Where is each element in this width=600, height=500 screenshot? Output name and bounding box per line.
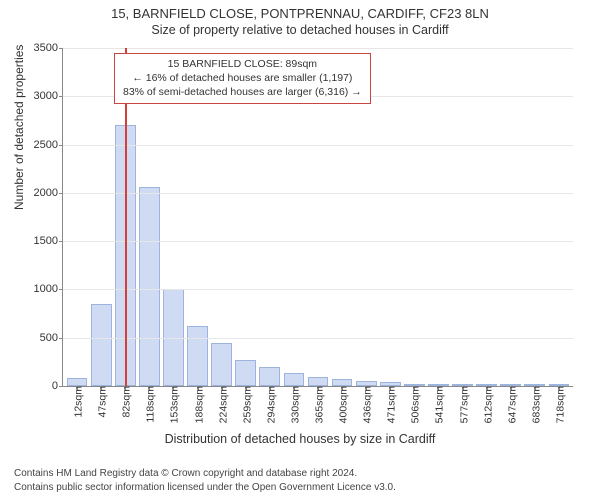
histogram-bar xyxy=(332,379,353,386)
gridline xyxy=(63,289,573,290)
page-title: 15, BARNFIELD CLOSE, PONTPRENNAU, CARDIF… xyxy=(0,0,600,21)
gridline xyxy=(63,193,573,194)
xtick-label: 647sqm xyxy=(503,386,518,423)
xtick-label: 118sqm xyxy=(142,386,157,423)
ytick-label: 3000 xyxy=(34,90,63,102)
ytick-label: 1000 xyxy=(34,283,63,295)
gridline xyxy=(63,241,573,242)
ytick-label: 500 xyxy=(40,332,63,344)
xtick-label: 153sqm xyxy=(166,386,181,423)
xtick-label: 330sqm xyxy=(286,386,301,423)
xtick-label: 82sqm xyxy=(118,386,133,418)
xtick-label: 683sqm xyxy=(527,386,542,423)
xtick-label: 612sqm xyxy=(479,386,494,423)
ytick-label: 2000 xyxy=(34,187,63,199)
histogram-bar xyxy=(235,360,256,386)
histogram-bar xyxy=(91,304,112,386)
bar-slot: 577sqm xyxy=(451,48,475,386)
footer-line-2: Contains public sector information licen… xyxy=(14,481,396,495)
xtick-label: 224sqm xyxy=(214,386,229,423)
ytick-label: 1500 xyxy=(34,235,63,247)
footer-line-1: Contains HM Land Registry data © Crown c… xyxy=(14,467,396,481)
property-annotation-box: 15 BARNFIELD CLOSE: 89sqm ← 16% of detac… xyxy=(114,53,371,104)
xtick-label: 400sqm xyxy=(335,386,350,423)
ytick-label: 2500 xyxy=(34,139,63,151)
xtick-label: 47sqm xyxy=(94,386,109,418)
gridline xyxy=(63,48,573,49)
histogram-bar xyxy=(187,326,208,386)
x-axis-label: Distribution of detached houses by size … xyxy=(0,432,600,446)
y-axis-label: Number of detached properties xyxy=(12,45,26,210)
bar-slot: 471sqm xyxy=(378,48,402,386)
footer-attribution: Contains HM Land Registry data © Crown c… xyxy=(14,467,396,494)
page-root: 15, BARNFIELD CLOSE, PONTPRENNAU, CARDIF… xyxy=(0,0,600,500)
bar-slot: 718sqm xyxy=(547,48,571,386)
bar-slot: 47sqm xyxy=(89,48,113,386)
xtick-label: 577sqm xyxy=(455,386,470,423)
gridline xyxy=(63,338,573,339)
ytick-label: 3500 xyxy=(34,42,63,54)
histogram-bar xyxy=(211,343,232,386)
page-subtitle: Size of property relative to detached ho… xyxy=(0,21,600,37)
xtick-label: 541sqm xyxy=(431,386,446,423)
bar-slot: 506sqm xyxy=(402,48,426,386)
ytick-label: 0 xyxy=(52,380,63,392)
xtick-label: 294sqm xyxy=(262,386,277,423)
bar-slot: 12sqm xyxy=(65,48,89,386)
bar-slot: 683sqm xyxy=(523,48,547,386)
xtick-label: 718sqm xyxy=(551,386,566,423)
bar-slot: 541sqm xyxy=(426,48,450,386)
xtick-label: 436sqm xyxy=(359,386,374,423)
annotation-line-2: ← 16% of detached houses are smaller (1,… xyxy=(123,71,362,85)
xtick-label: 471sqm xyxy=(383,386,398,423)
xtick-label: 188sqm xyxy=(190,386,205,423)
xtick-label: 12sqm xyxy=(70,386,85,418)
histogram-bar xyxy=(308,377,329,386)
bar-slot: 647sqm xyxy=(499,48,523,386)
xtick-label: 259sqm xyxy=(238,386,253,423)
xtick-label: 506sqm xyxy=(407,386,422,423)
bar-slot: 612sqm xyxy=(475,48,499,386)
histogram-bar xyxy=(139,187,160,386)
gridline xyxy=(63,145,573,146)
annotation-line-1: 15 BARNFIELD CLOSE: 89sqm xyxy=(123,57,362,71)
histogram-bar xyxy=(284,373,305,386)
annotation-line-3: 83% of semi-detached houses are larger (… xyxy=(123,85,362,99)
xtick-label: 365sqm xyxy=(310,386,325,423)
histogram-bar xyxy=(259,367,280,386)
